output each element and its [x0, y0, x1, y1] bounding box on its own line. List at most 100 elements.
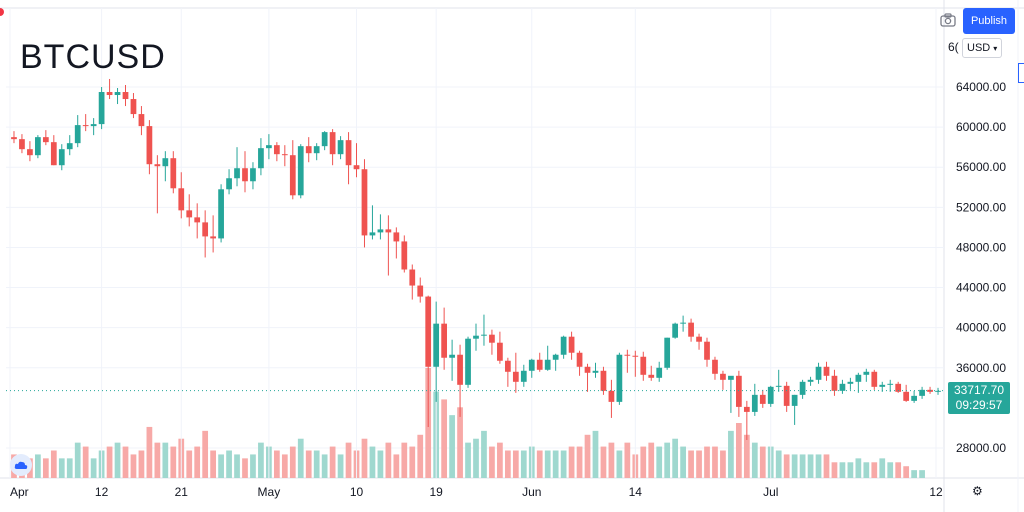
price-scale-cut-label: 6(: [948, 40, 959, 54]
volume-bar: [728, 430, 734, 478]
volume-bar: [648, 442, 655, 478]
volume-bar: [281, 454, 288, 478]
volume-bar: [409, 446, 416, 478]
candle-body: [162, 158, 169, 167]
volume-bar: [194, 446, 201, 478]
y-tick-label: 52000.00: [956, 200, 1006, 214]
candle-body: [305, 146, 312, 154]
candle-body: [138, 114, 145, 127]
bar-countdown: 09:29:57: [955, 398, 1003, 412]
currency-select[interactable]: USD ▾: [962, 38, 1003, 58]
camera-icon[interactable]: [940, 13, 956, 27]
candle-body: [640, 356, 647, 375]
volume-bar: [473, 438, 479, 478]
candle-body: [114, 92, 121, 96]
candle-body: [815, 366, 822, 380]
candle-body: [903, 391, 910, 401]
candle-body: [74, 125, 81, 144]
candle-body: [258, 148, 264, 169]
candle-body: [481, 334, 487, 336]
candle-body: [106, 92, 113, 96]
candle-body: [592, 370, 599, 373]
volume-bar: [393, 454, 400, 478]
alert-dot: [0, 8, 4, 16]
candle-body: [799, 381, 806, 395]
volume-bar: [887, 462, 894, 478]
candle-body: [122, 92, 129, 100]
candle-body: [194, 217, 201, 223]
y-tick-label: 64000.00: [956, 80, 1006, 94]
candle-body: [728, 375, 734, 380]
candle-body: [823, 366, 830, 376]
volume-bar: [720, 450, 726, 478]
x-tick-label: May: [258, 485, 281, 499]
volume-bar: [704, 446, 710, 478]
publish-button[interactable]: Publish: [963, 8, 1015, 34]
cloud-logo-icon[interactable]: [10, 454, 32, 476]
y-tick-label: 48000.00: [956, 240, 1006, 254]
volume-bar: [146, 426, 153, 478]
x-tick-label: Apr: [10, 485, 29, 499]
volume-bar: [114, 442, 121, 478]
candle-body: [27, 149, 33, 156]
candle-body: [895, 383, 902, 392]
volume-bar: [775, 450, 782, 478]
candle-body: [568, 336, 575, 353]
candle-body: [281, 154, 288, 156]
volume-bar: [449, 415, 455, 478]
x-tick-label: 21: [175, 485, 189, 499]
volume-bar: [58, 458, 65, 478]
volume-bar: [815, 454, 822, 478]
gear-icon[interactable]: ⚙: [972, 484, 983, 498]
volume-bar: [441, 399, 448, 478]
candle-body: [329, 132, 336, 155]
candle-body: [82, 125, 89, 127]
volume-bar: [35, 454, 41, 478]
volume-bar: [162, 442, 169, 478]
volume-bar: [831, 462, 838, 478]
candle-body: [337, 140, 344, 155]
candle-body: [879, 384, 886, 387]
candle-body: [369, 232, 376, 236]
candle-body: [704, 341, 710, 360]
candle-body: [401, 241, 408, 270]
volume-bar: [329, 446, 336, 478]
candle-body: [433, 323, 440, 367]
y-tick-label: 40000.00: [956, 321, 1006, 335]
candle-body: [425, 296, 432, 367]
candle-body: [664, 337, 671, 368]
y-tick-label: 56000.00: [956, 160, 1006, 174]
candle-body: [528, 359, 535, 371]
volume-bar: [791, 454, 798, 478]
candle-body: [154, 164, 161, 167]
volume-bar: [138, 450, 145, 478]
candle-body: [50, 142, 57, 166]
candle-body: [465, 338, 471, 385]
volume-bar: [520, 450, 527, 478]
volume-bar: [170, 446, 177, 478]
volume-bar: [401, 442, 408, 478]
volume-bar: [42, 458, 49, 478]
candle-body: [11, 137, 17, 140]
candle-body: [791, 394, 798, 406]
candle-body: [648, 374, 655, 378]
volume-bar: [680, 446, 686, 478]
volume-bar: [457, 407, 463, 478]
candle-body: [504, 360, 511, 372]
volume-bar: [289, 446, 296, 478]
candle-body: [66, 143, 73, 150]
volume-bar: [122, 446, 129, 478]
candle-body: [600, 370, 607, 391]
volume-bar: [823, 454, 830, 478]
volume-bar: [895, 462, 902, 478]
x-tick-label: 12: [95, 485, 109, 499]
volume-bar: [465, 442, 471, 478]
y-tick-label: 36000.00: [956, 361, 1006, 375]
candle-body: [831, 375, 838, 391]
side-panel-handle[interactable]: [1018, 63, 1024, 83]
candle-body: [672, 323, 679, 338]
volume-bar: [202, 430, 209, 478]
last-price-tag: 33717.70 09:29:57: [948, 382, 1010, 414]
volume-bar: [377, 450, 384, 478]
